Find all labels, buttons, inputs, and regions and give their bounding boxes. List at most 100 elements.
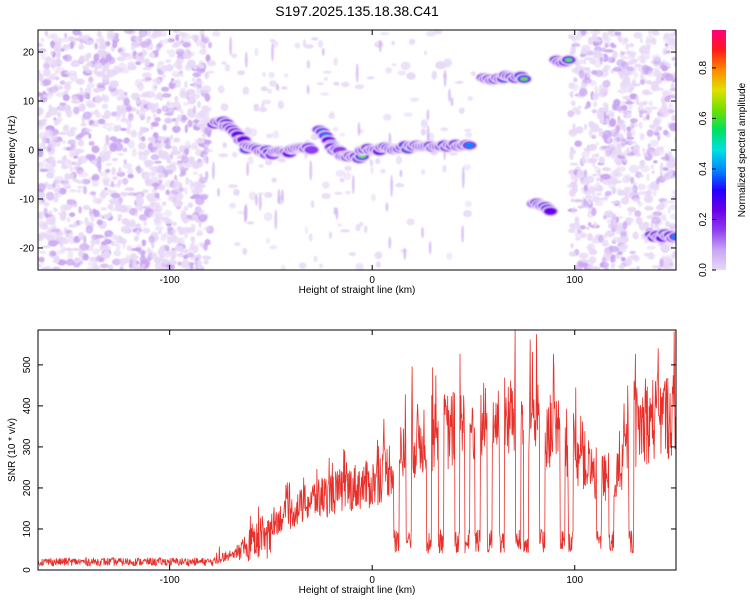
signal-track xyxy=(258,141,320,161)
noise-blob xyxy=(619,37,628,45)
noise-blob xyxy=(669,213,676,220)
noise-blob xyxy=(201,133,208,137)
noise-blob xyxy=(42,94,47,98)
noise-blob xyxy=(574,216,580,226)
noise-blob xyxy=(61,73,69,78)
noise-blob xyxy=(154,50,159,58)
noise-blob xyxy=(103,213,108,219)
noise-blob xyxy=(153,165,163,174)
noise-blob xyxy=(45,191,55,201)
noise-blob xyxy=(196,87,203,94)
noise-blob xyxy=(167,250,177,255)
noise-blob xyxy=(39,250,47,254)
noise-blob xyxy=(164,244,170,250)
noise-blob xyxy=(650,106,658,110)
noise-blob xyxy=(620,138,627,147)
noise-blob xyxy=(135,109,140,115)
noise-blob xyxy=(577,228,582,234)
noise-blob xyxy=(322,70,332,74)
noise-blob xyxy=(461,225,465,243)
noise-blob xyxy=(38,73,44,82)
noise-blob xyxy=(656,31,660,36)
noise-blob xyxy=(578,69,585,79)
noise-blob xyxy=(177,104,182,112)
noise-blob xyxy=(129,252,137,261)
noise-blob xyxy=(195,39,201,47)
noise-blob xyxy=(73,152,80,156)
colorbar-tick-label: 0.6 xyxy=(698,111,709,125)
noise-blob xyxy=(337,223,343,227)
noise-blob xyxy=(122,177,129,185)
noise-blob xyxy=(65,258,75,266)
colorbar-ticks: 0.0 0.2 0.4 0.6 0.8 xyxy=(698,61,716,277)
noise-blob xyxy=(44,30,49,36)
noise-blob xyxy=(265,159,273,166)
noise-blob xyxy=(570,242,574,249)
noise-blob xyxy=(601,167,612,172)
noise-blob xyxy=(172,80,176,84)
noise-blob xyxy=(104,110,111,119)
noise-blob xyxy=(180,116,189,121)
noise-blob xyxy=(51,182,56,188)
noise-blob xyxy=(309,160,313,181)
noise-blob xyxy=(154,192,160,199)
noise-blob xyxy=(94,95,102,104)
noise-blob xyxy=(602,134,609,141)
noise-blob xyxy=(165,189,170,196)
noise-blob xyxy=(611,200,619,204)
noise-blob xyxy=(198,214,208,222)
noise-blob xyxy=(197,100,201,109)
noise-blob xyxy=(137,82,145,91)
noise-blob xyxy=(335,169,346,178)
noise-blob xyxy=(117,152,124,156)
noise-blob xyxy=(587,222,592,227)
noise-blob xyxy=(91,145,100,154)
noise-blob xyxy=(617,201,622,208)
noise-blob xyxy=(184,148,190,156)
noise-blob xyxy=(162,258,170,265)
noise-blob xyxy=(574,140,582,147)
noise-blob xyxy=(38,213,42,218)
noise-blob xyxy=(81,250,85,255)
noise-blob xyxy=(53,117,57,121)
noise-blob xyxy=(161,201,167,206)
noise-blob xyxy=(332,126,339,132)
noise-blob xyxy=(142,66,152,71)
noise-blob xyxy=(594,85,599,94)
noise-blob xyxy=(667,200,676,204)
noise-blob xyxy=(44,129,54,138)
noise-blob xyxy=(127,173,134,179)
noise-blob xyxy=(105,134,110,144)
noise-blob xyxy=(630,58,639,63)
noise-blob xyxy=(638,191,648,196)
noise-blob xyxy=(340,81,350,88)
noise-blob xyxy=(126,245,133,252)
noise-blob xyxy=(113,249,121,257)
noise-blob xyxy=(604,103,609,112)
noise-blob xyxy=(69,166,74,172)
noise-blob xyxy=(664,254,674,262)
noise-blob xyxy=(81,178,91,185)
noise-blob xyxy=(150,170,156,176)
noise-blob xyxy=(192,72,202,78)
noise-blob xyxy=(122,228,131,234)
noise-blob xyxy=(464,200,472,208)
noise-blob xyxy=(107,212,113,217)
noise-blob xyxy=(403,112,414,117)
noise-blob xyxy=(116,56,127,62)
noise-blob xyxy=(84,128,93,132)
noise-blob xyxy=(265,237,270,244)
noise-blob xyxy=(99,244,107,250)
noise-blob xyxy=(60,211,67,217)
noise-blob xyxy=(431,70,438,80)
noise-blob xyxy=(662,47,668,56)
noise-blob xyxy=(143,220,147,227)
noise-blob xyxy=(104,188,113,196)
noise-blob xyxy=(115,138,123,143)
noise-blob xyxy=(572,181,578,189)
noise-blob xyxy=(180,36,185,43)
noise-blob xyxy=(134,36,140,42)
noise-blob xyxy=(646,245,657,250)
noise-blob xyxy=(135,61,141,65)
noise-blob xyxy=(448,152,458,156)
